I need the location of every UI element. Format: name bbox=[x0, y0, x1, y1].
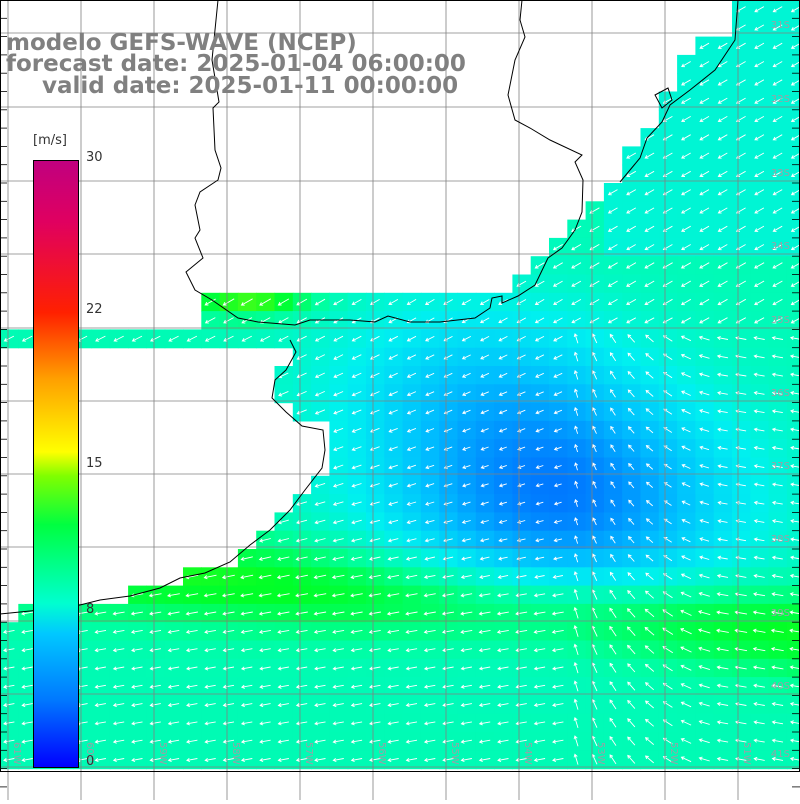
colorbar-tick-0: 0 bbox=[86, 754, 94, 769]
latitude-label: 36S bbox=[771, 388, 790, 399]
longitude-label: 53W bbox=[595, 742, 606, 765]
longitude-label: 55W bbox=[449, 742, 460, 765]
wind-speed-cells bbox=[0, 0, 800, 769]
longitude-label: 59W bbox=[157, 742, 168, 765]
latitude-label: 38S bbox=[771, 534, 790, 545]
longitude-label: 61W bbox=[11, 742, 22, 765]
wind-speed-cell bbox=[787, 183, 800, 202]
latitude-label: 40S bbox=[771, 681, 790, 692]
wind-speed-cell bbox=[787, 275, 800, 294]
latitude-label: 31S bbox=[771, 20, 790, 31]
longitude-label: 58W bbox=[230, 742, 241, 765]
longitude-label: 51W bbox=[741, 742, 752, 765]
wind-speed-cell bbox=[787, 293, 800, 312]
longitude-label: 57W bbox=[303, 742, 314, 765]
wind-speed-cell bbox=[787, 256, 800, 275]
latitude-label: 37S bbox=[771, 461, 790, 472]
longitude-label: 54W bbox=[522, 742, 533, 765]
colorbar-tick-30: 30 bbox=[86, 150, 103, 165]
latitude-label: 34S bbox=[771, 241, 790, 252]
longitude-label: 52W bbox=[668, 742, 679, 765]
latitude-label: 33S bbox=[771, 168, 790, 179]
longitude-label: 56W bbox=[376, 742, 387, 765]
colorbar-unit-label: [m/s] bbox=[33, 133, 67, 148]
wind-speed-cell bbox=[787, 128, 800, 147]
wind-speed-cell bbox=[787, 110, 800, 129]
latitude-label: 39S bbox=[771, 608, 790, 619]
latitude-label: 35S bbox=[771, 315, 790, 326]
wind-speed-cell bbox=[787, 0, 800, 19]
latitude-label: 32S bbox=[771, 94, 790, 105]
colorbar-tick-8: 8 bbox=[86, 602, 94, 617]
latitude-label: 41S bbox=[771, 749, 790, 760]
wind-speed-cell bbox=[787, 220, 800, 239]
wind-speed-cell bbox=[787, 201, 800, 220]
colorbar bbox=[33, 160, 79, 768]
valid-date: valid date: 2025-01-11 00:00:00 bbox=[42, 74, 458, 98]
colorbar-tick-15: 15 bbox=[86, 456, 103, 471]
wind-speed-cell bbox=[787, 37, 800, 56]
colorbar-tick-22: 22 bbox=[86, 302, 103, 317]
wind-speed-cell bbox=[787, 146, 800, 165]
wind-speed-cell bbox=[787, 73, 800, 92]
wind-speed-cell bbox=[787, 55, 800, 74]
